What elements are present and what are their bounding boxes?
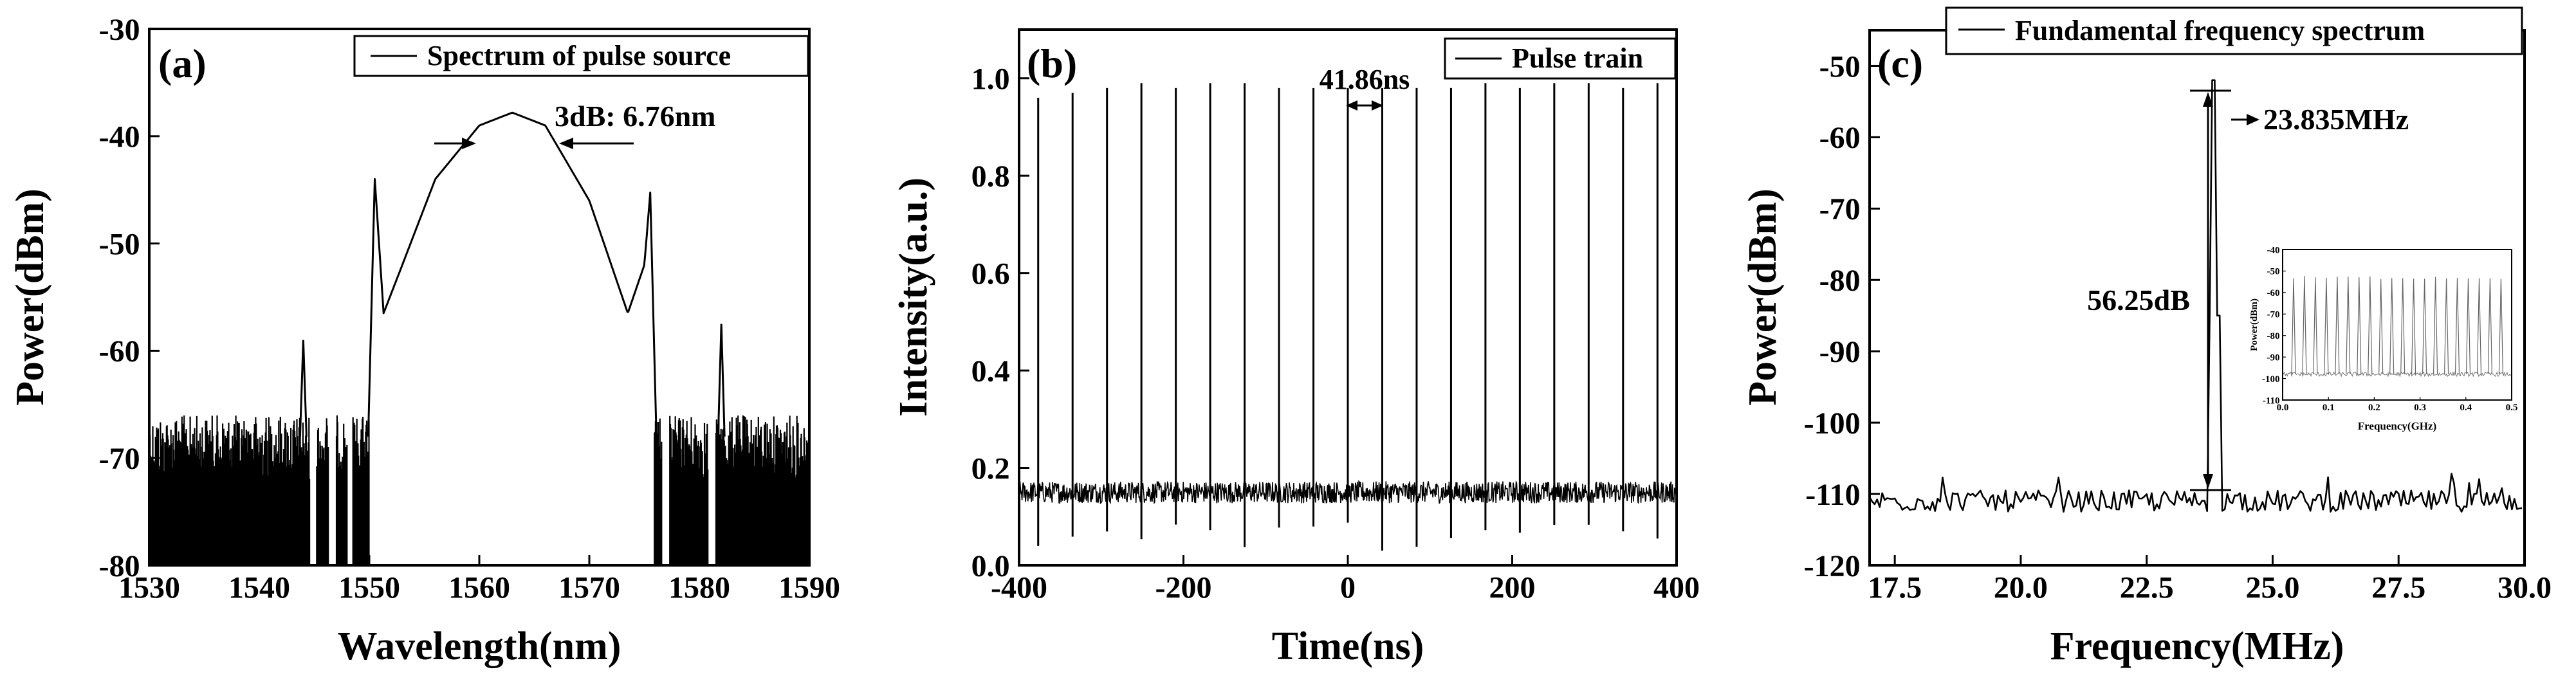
y-tick-label: -60 (99, 334, 140, 369)
y-tick-label: -120 (1804, 549, 1861, 583)
x-tick-label: -400 (991, 570, 1047, 605)
axis-ticks-b: -400 -200 0 200 400 0.0 0.2 0.4 0.6 0.8 1.0 (971, 62, 1700, 605)
x-tick-label: 1560 (448, 570, 510, 605)
y-axis-title-c: Power(dBm) (1741, 188, 1785, 405)
axis-ticks-a: 1530 1540 1550 1560 1570 1580 1590 -80 -70 -60 -50… (99, 13, 840, 605)
y-tick-label: -110 (2263, 396, 2280, 406)
inset-x-axis-title: Frequency(GHz) (2358, 420, 2436, 432)
sideband-peak (299, 340, 308, 437)
x-tick-label: 0.4 (2460, 403, 2472, 413)
x-tick-label: 400 (1653, 570, 1700, 605)
y-tick-label: -100 (1804, 406, 1861, 441)
y-tick-label: -80 (1819, 264, 1861, 298)
x-axis-title-b: Time(ns) (1272, 624, 1424, 668)
annotation-peak-frequency: 23.835MHz (2231, 103, 2409, 136)
legend-label-a: Spectrum of pulse source (427, 40, 731, 71)
y-tick-label: 0.2 (971, 451, 1010, 486)
x-tick-label: 1580 (668, 570, 730, 605)
panel-label-b: (b) (1027, 41, 1077, 86)
legend-label-c: Fundamental frequency spectrum (2015, 15, 2425, 46)
y-tick-label: -100 (2262, 374, 2280, 385)
legend-c: Fundamental frequency spectrum (1945, 6, 2523, 55)
x-tick-label: 22.5 (2120, 570, 2174, 605)
spectrum-series (149, 111, 810, 565)
inset-y-axis-title: Power(dBm) (2249, 298, 2259, 351)
y-tick-label: -80 (99, 549, 140, 583)
x-tick-label: 0.5 (2506, 403, 2518, 413)
legend-b: Pulse train (1444, 37, 1677, 80)
annotation-3db: 3dB: 6.76nm (434, 100, 715, 149)
chart-panel-b: -400 -200 0 200 400 0.0 0.2 0.4 0.6 0.8 1.0 (b) Pu… (892, 28, 1700, 668)
annotation-text-period: 41.86ns (1320, 64, 1410, 95)
legend-label-b: Pulse train (1512, 42, 1643, 74)
noise-floor-trace (149, 415, 810, 565)
x-tick-label: 0.3 (2414, 403, 2426, 413)
inset-floor-trace (2283, 370, 2512, 378)
y-tick-label: -60 (1819, 121, 1861, 155)
x-tick-label: 30.0 (2498, 570, 2552, 605)
y-tick-label: 0.0 (971, 549, 1010, 583)
fundamental-spectrum-series (1868, 79, 2523, 513)
axis-ticks-c: 17.5 20.0 22.5 25.0 27.5 30.0 -120 -110 -100 -90 -… (1804, 50, 2552, 605)
y-tick-label: -110 (1805, 478, 1860, 512)
inset-harmonics-trace (2291, 276, 2503, 374)
sideband-peak (717, 323, 726, 437)
x-tick-label: 1540 (228, 570, 290, 605)
x-tick-label: 20.0 (1994, 570, 2048, 605)
legend-a: Spectrum of pulse source (353, 35, 809, 77)
y-tick-label: -70 (2267, 310, 2280, 320)
x-tick-label: 0 (1340, 570, 1356, 605)
y-tick-label: 0.8 (971, 159, 1010, 194)
x-tick-label: -200 (1155, 570, 1212, 605)
y-tick-label: 0.6 (971, 257, 1010, 291)
annotation-text-3db: 3dB: 6.76nm (555, 100, 715, 132)
x-tick-label: 1550 (338, 570, 400, 605)
y-tick-label: -70 (99, 442, 140, 476)
x-tick-label: 1570 (558, 570, 620, 605)
inset-chart: 0.0 0.1 0.2 0.3 0.4 0.5 -110 -100 -90 -80 -70 -60 -5… (2249, 245, 2517, 432)
y-tick-label: -80 (2267, 331, 2280, 342)
inset-plot-frame (2282, 249, 2512, 401)
x-tick-label: 1530 (118, 570, 180, 605)
y-tick-label: -40 (2267, 245, 2280, 255)
y-tick-label: -90 (2267, 352, 2280, 363)
x-tick-label: 1590 (778, 570, 840, 605)
x-tick-label: 0.2 (2368, 403, 2380, 413)
y-tick-label: -70 (1819, 192, 1861, 226)
y-tick-label: 0.4 (971, 354, 1010, 388)
x-axis-title-c: Frequency(MHz) (2050, 624, 2344, 668)
x-tick-label: 0.0 (2277, 403, 2289, 413)
x-tick-label: 25.0 (2245, 570, 2299, 605)
fundamental-spectrum-trace (1868, 79, 2523, 513)
panel-label-a: (a) (158, 41, 207, 86)
y-tick-label: -40 (99, 120, 140, 154)
y-tick-label: -60 (2267, 288, 2280, 298)
chart-panel-c: 17.5 20.0 22.5 25.0 27.5 30.0 -120 -110 -100 -90 -… (1741, 6, 2552, 668)
y-tick-label: -50 (99, 227, 140, 261)
chart-panel-a: 1530 1540 1550 1560 1570 1580 1590 -80 -70 -60 -50… (8, 13, 840, 668)
y-tick-label: 1.0 (971, 62, 1010, 96)
inset-harmonics-series (2283, 276, 2512, 378)
x-tick-label: 0.1 (2323, 403, 2335, 413)
spectrum-trace (367, 111, 658, 437)
y-axis-title-b: Intensity(a.u.) (892, 178, 935, 417)
y-tick-label: -50 (2267, 267, 2280, 277)
pulse-train-series (1018, 83, 1677, 551)
y-tick-label: -90 (1819, 335, 1861, 369)
annotation-text-snr: 56.25dB (2087, 284, 2190, 316)
y-tick-label: -50 (1819, 50, 1861, 84)
inset-axis-ticks: 0.0 0.1 0.2 0.3 0.4 0.5 -110 -100 -90 -80 -70 -60 -5… (2262, 245, 2517, 413)
x-tick-label: 200 (1489, 570, 1536, 605)
annotation-snr: 56.25dB (2087, 89, 2231, 491)
x-axis-title-a: Wavelength(nm) (338, 624, 621, 668)
annotation-text-peak-frequency: 23.835MHz (2263, 103, 2409, 136)
x-tick-label: 27.5 (2371, 570, 2425, 605)
panel-label-c: (c) (1877, 41, 1923, 86)
x-tick-label: 17.5 (1868, 570, 1922, 605)
y-axis-title-a: Power(dBm) (8, 188, 52, 405)
annotation-period: 41.86ns (1320, 64, 1410, 111)
y-tick-label: -30 (99, 13, 140, 47)
